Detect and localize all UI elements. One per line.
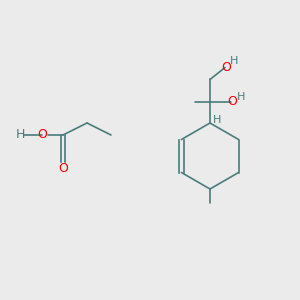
Text: O: O — [222, 61, 231, 74]
Text: H: H — [237, 92, 246, 103]
Text: O: O — [228, 95, 237, 109]
Text: H: H — [230, 56, 238, 67]
Text: H: H — [213, 115, 222, 125]
Text: O: O — [58, 161, 68, 175]
Text: H: H — [16, 128, 25, 142]
Text: O: O — [37, 128, 47, 142]
